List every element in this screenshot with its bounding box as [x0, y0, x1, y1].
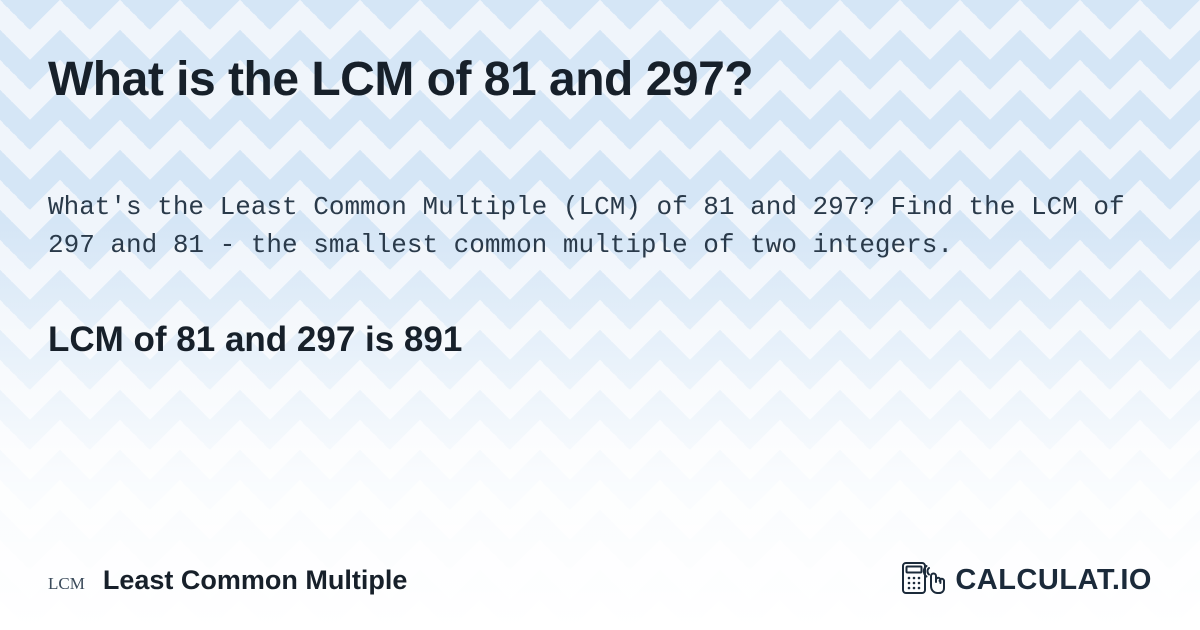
lcm-full-label: Least Common Multiple: [103, 565, 408, 596]
calculator-tap-icon: [901, 560, 945, 600]
page-title: What is the LCM of 81 and 297?: [48, 52, 1152, 107]
lcm-tag: LCM: [48, 574, 85, 594]
brand: CALCULAT.IO: [901, 560, 1152, 600]
footer: LCM Least Common Multiple CALCULAT.I: [0, 548, 1200, 630]
answer-heading: LCM of 81 and 297 is 891: [48, 320, 1152, 360]
content-area: What is the LCM of 81 and 297? What's th…: [0, 0, 1200, 630]
brand-text: CALCULAT.IO: [955, 564, 1152, 597]
footer-left: LCM Least Common Multiple: [48, 565, 407, 596]
page-description: What's the Least Common Multiple (LCM) o…: [48, 189, 1128, 264]
